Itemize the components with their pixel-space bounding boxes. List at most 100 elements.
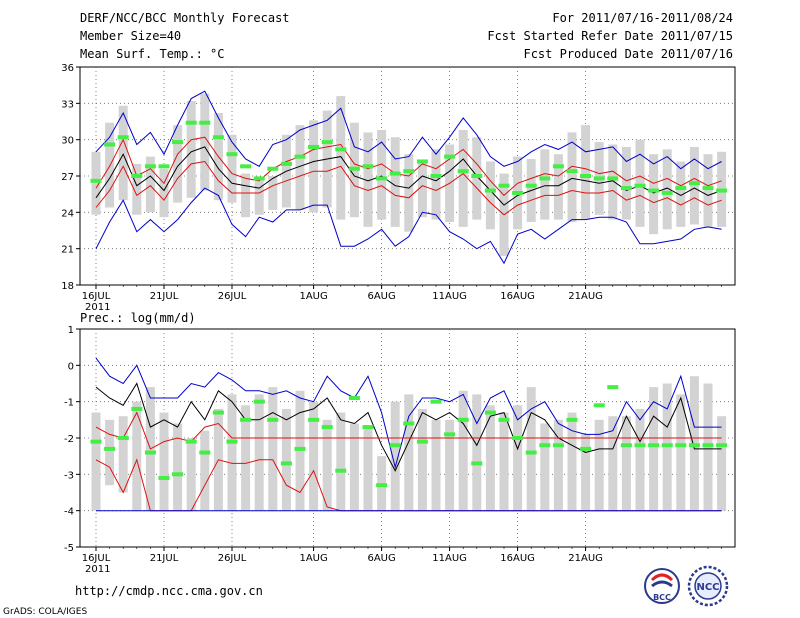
temperature-panel: 16JUL 21JUL 26JUL 1AUG 6AUG 11AUG 16AUG 21AUG 20… (61, 63, 736, 313)
prec-observed-marker (117, 436, 129, 440)
temp-range-bar (553, 154, 563, 220)
temp-x-tick-label: 16AUG (500, 291, 535, 302)
prec-observed-marker (634, 443, 646, 448)
prec-observed-marker (185, 439, 197, 444)
temp-x-tick-label: 21JUL (150, 291, 179, 302)
temp-variable-label: Mean Surf. Temp.: °C (80, 47, 225, 61)
temp-observed-marker (484, 188, 496, 193)
prec-range-bar (445, 419, 455, 511)
temp-observed-marker (117, 135, 129, 140)
temp-observed-marker (294, 154, 306, 159)
temp-range-bar (173, 125, 183, 203)
prec-observed-marker (403, 421, 415, 426)
prec-range-bar (268, 387, 278, 511)
temp-range-bar (377, 129, 387, 220)
temp-observed-marker (661, 190, 673, 195)
prec-range-bar (200, 430, 210, 511)
temp-series-min (95, 187, 722, 265)
prec-observed-marker (552, 443, 564, 448)
prec-x-tick-label: 16AUG (500, 553, 535, 564)
prec-x-tick-label: 26JUL (218, 553, 247, 564)
grads-credit: GrADS: COLA/IGES (3, 607, 87, 617)
prec-range-bar (254, 394, 264, 511)
temp-observed-marker (376, 176, 388, 181)
temp-observed-marker (457, 169, 469, 174)
prec-observed-marker (321, 425, 333, 430)
prec-range-bar (649, 387, 659, 511)
prec-y-tick-label: -3 (64, 470, 74, 481)
prec-observed-marker (675, 443, 687, 448)
temp-observed-marker (362, 164, 374, 169)
prec-observed-marker (648, 443, 660, 448)
chart-title: DERF/NCC/BCC Monthly Forecast (80, 11, 290, 25)
temp-range-bar (485, 161, 495, 230)
temp-range-bar (363, 132, 373, 227)
prec-observed-marker (593, 403, 605, 408)
temp-range-bar (200, 93, 210, 191)
prec-observed-marker (457, 417, 469, 422)
prec-observed-marker (716, 443, 728, 448)
temp-x-tick-label: 21AUG (568, 291, 603, 302)
temp-range-bar (581, 125, 591, 220)
temp-observed-marker (131, 174, 143, 178)
temp-observed-marker (634, 183, 646, 188)
temp-y-tick-label: 21 (61, 245, 74, 256)
prec-range-bar (608, 416, 618, 511)
prec-observed-marker (172, 472, 184, 477)
prec-range-bar (567, 412, 577, 511)
temp-observed-marker (335, 147, 347, 152)
temp-range-bar (567, 132, 577, 223)
source-url[interactable]: http://cmdp.ncc.cma.gov.cn (75, 584, 263, 598)
prec-range-bar (363, 427, 373, 511)
temp-observed-marker (403, 169, 415, 174)
prec-x-tick-label: 6AUG (367, 553, 395, 564)
temp-range-bar (118, 105, 128, 201)
temp-observed-marker (539, 176, 551, 181)
temp-observed-marker (688, 181, 700, 186)
prec-observed-marker (702, 443, 714, 448)
temp-observed-marker (675, 186, 687, 191)
prec-range-bar (717, 416, 727, 511)
prec-observed-marker (253, 399, 265, 404)
prec-range-bar (485, 405, 495, 511)
temp-observed-marker (104, 142, 116, 147)
prec-range-bar (186, 438, 196, 511)
temp-range-bar (431, 149, 441, 220)
temp-range-bar (390, 137, 400, 227)
temp-range-bar (649, 154, 659, 235)
prec-range-bar (322, 419, 332, 511)
prec-range-bar (553, 419, 563, 511)
prec-observed-marker (212, 410, 224, 415)
temp-range-bar (105, 122, 115, 208)
prec-range-bar (173, 423, 183, 511)
temp-observed-marker (90, 178, 102, 183)
temp-observed-marker (444, 154, 456, 159)
temp-range-bar (417, 161, 427, 218)
temp-range-bar (472, 137, 482, 220)
prec-observed-marker (240, 417, 252, 422)
prec-range-bar (676, 394, 686, 511)
prec-observed-marker (362, 425, 374, 430)
prec-x-tick-label: 16JUL (82, 553, 111, 564)
forecast-period: For 2011/07/16-2011/08/24 (552, 11, 733, 25)
ncc-logo: NCC (687, 565, 729, 607)
prec-observed-marker (90, 439, 102, 444)
fcst-produced-date: Fcst Produced Date 2011/07/16 (523, 47, 733, 61)
temp-observed-marker (566, 169, 578, 174)
prec-range-bar (526, 387, 536, 511)
temp-range-bar (676, 161, 686, 227)
prec-observed-marker (308, 417, 320, 422)
prec-observed-marker (280, 461, 292, 466)
temp-observed-marker (348, 166, 360, 171)
prec-observed-marker (267, 417, 279, 422)
temp-observed-marker (389, 171, 401, 176)
temp-observed-marker (308, 144, 320, 149)
temp-x-tick-label: 26JUL (218, 291, 247, 302)
prec-y-tick-label: 0 (68, 361, 74, 372)
bcc-logo: BCC (644, 568, 680, 604)
prec-range-bar (540, 423, 550, 511)
prec-range-bar (417, 408, 427, 511)
prec-x-tick-label: 21JUL (150, 553, 179, 564)
temp-y-tick-label: 30 (61, 136, 74, 147)
